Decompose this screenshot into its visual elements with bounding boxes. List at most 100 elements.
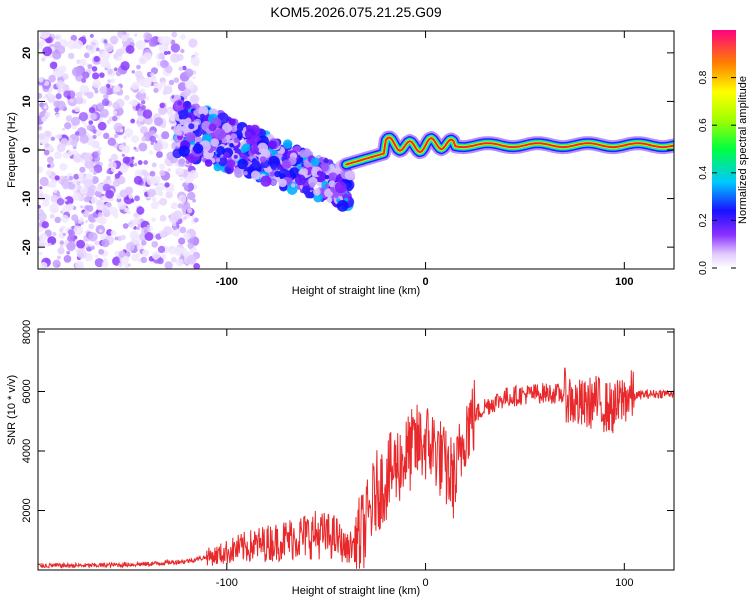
spectrogram-cell (142, 109, 153, 119)
spectrogram-cell (130, 99, 138, 107)
spectrogram-cell (323, 158, 329, 164)
snr-xtick-label: -100 (216, 577, 238, 589)
spectrogram-cell (268, 155, 280, 168)
spectrogram-cell (326, 197, 333, 203)
spectrogram-cell (233, 137, 240, 144)
spectrogram-cell (77, 185, 82, 190)
spectrogram-cell (79, 134, 89, 144)
spectrogram-cell (159, 169, 166, 177)
spectrogram-cell (49, 61, 58, 70)
spectrogram-cell (178, 145, 190, 157)
spectrogram-cell (149, 135, 156, 143)
spectrogram-cell (43, 102, 48, 106)
chart-title: KOM5.2026.075.21.25.G09 (270, 4, 441, 20)
spectrogram-cell (141, 136, 147, 142)
spectrogram-cell (67, 234, 75, 243)
spectrogram-cell (126, 33, 131, 37)
spectrogram-cell (159, 102, 165, 109)
spectrogram-cell (128, 101, 132, 105)
spectrogram-cell (122, 223, 129, 229)
spectrogram-cell (119, 189, 128, 198)
spectrogram-cell (169, 246, 174, 252)
spectrogram-cell (120, 61, 130, 71)
spectrogram-cell (216, 153, 221, 158)
spectrogram-cell (53, 100, 61, 108)
colorbar-tick-label: 0.8 (698, 70, 709, 84)
spectrogram-cell (214, 128, 226, 140)
spectrogram-cell (176, 142, 182, 148)
spectrogram-cell (151, 162, 157, 168)
spectrogram-cell (178, 109, 189, 120)
spectrogram-cell (43, 149, 50, 156)
spectrogram-cell (117, 201, 127, 210)
spectrogram-cell (47, 164, 51, 168)
spectrogram-cell (114, 236, 119, 241)
spectrogram-cell (193, 217, 199, 223)
spectrogram-cell (86, 124, 93, 131)
spectrogram-cell (98, 248, 105, 255)
spectrogram-cell (121, 126, 125, 130)
spectrogram-ytick-label: 0 (21, 147, 33, 153)
spectrogram-cell (135, 94, 140, 99)
spectrogram-cell (138, 78, 145, 85)
spectrogram-cell (107, 69, 113, 75)
spectrogram-ytick-label: -20 (21, 239, 33, 255)
spectrogram-cell (226, 159, 236, 169)
spectrogram-cell (89, 33, 94, 38)
spectrogram-cell (46, 156, 54, 164)
spectrogram-cell (171, 31, 178, 38)
spectrogram-cell (99, 229, 103, 233)
spectrogram-cell (112, 179, 121, 187)
spectrogram-cell (68, 52, 75, 60)
spectrogram-cell (41, 116, 47, 123)
spectrogram-cell (143, 52, 152, 61)
spectrogram-cell (151, 217, 156, 223)
snr-series-line (38, 367, 674, 569)
spectrogram-xtick-label: 0 (423, 276, 429, 288)
spectrogram-cell (121, 153, 125, 157)
spectrogram-cell (38, 251, 43, 256)
spectrogram-cell (124, 94, 130, 101)
spectrogram-cell (53, 189, 58, 194)
spectrogram-cell (41, 221, 49, 229)
spectrogram-cell (72, 149, 79, 156)
spectrogram-cell (237, 158, 248, 170)
spectrogram-cell (257, 142, 269, 154)
spectrogram-cell (190, 56, 200, 66)
spectrogram-cell (57, 247, 65, 255)
spectrogram-cell (95, 130, 102, 137)
snr-data (38, 367, 674, 569)
spectrogram-cell (110, 166, 117, 173)
spectrogram-cell (161, 131, 170, 140)
spectrogram-cell (120, 34, 128, 42)
spectrogram-cell (64, 122, 72, 130)
spectrogram-cell (95, 47, 100, 52)
spectrogram-cell (157, 257, 164, 265)
spectrogram-cell (38, 133, 46, 140)
spectrogram-ytick-label: -10 (21, 191, 33, 207)
spectrogram-cell (84, 123, 88, 127)
spectrogram-cell (84, 243, 89, 248)
spectrogram-cell (187, 242, 194, 250)
spectrogram-cell (299, 149, 308, 158)
spectrogram-cell (198, 105, 209, 116)
spectrogram-cell (158, 106, 167, 116)
spectrogram-cell (193, 110, 198, 115)
spectrogram-cell (171, 202, 179, 210)
spectrogram-cell (43, 105, 48, 109)
spectrogram-cell (70, 34, 77, 42)
spectrogram-cell (115, 70, 122, 77)
spectrogram-cell (166, 106, 171, 112)
spectrogram-cell (70, 116, 81, 126)
spectrogram-cell (185, 132, 196, 143)
spectrogram-cell (164, 182, 170, 188)
spectrogram-cell (185, 213, 191, 219)
spectrogram-cell (191, 215, 196, 220)
spectrogram-cell (80, 158, 85, 163)
spectrogram-cell (88, 232, 98, 242)
spectrogram-cell (141, 77, 152, 88)
spectrogram-cell (329, 164, 335, 170)
spectrogram-cell (106, 169, 111, 174)
spectrogram-cell (163, 226, 173, 236)
spectrogram-cell (106, 202, 112, 208)
